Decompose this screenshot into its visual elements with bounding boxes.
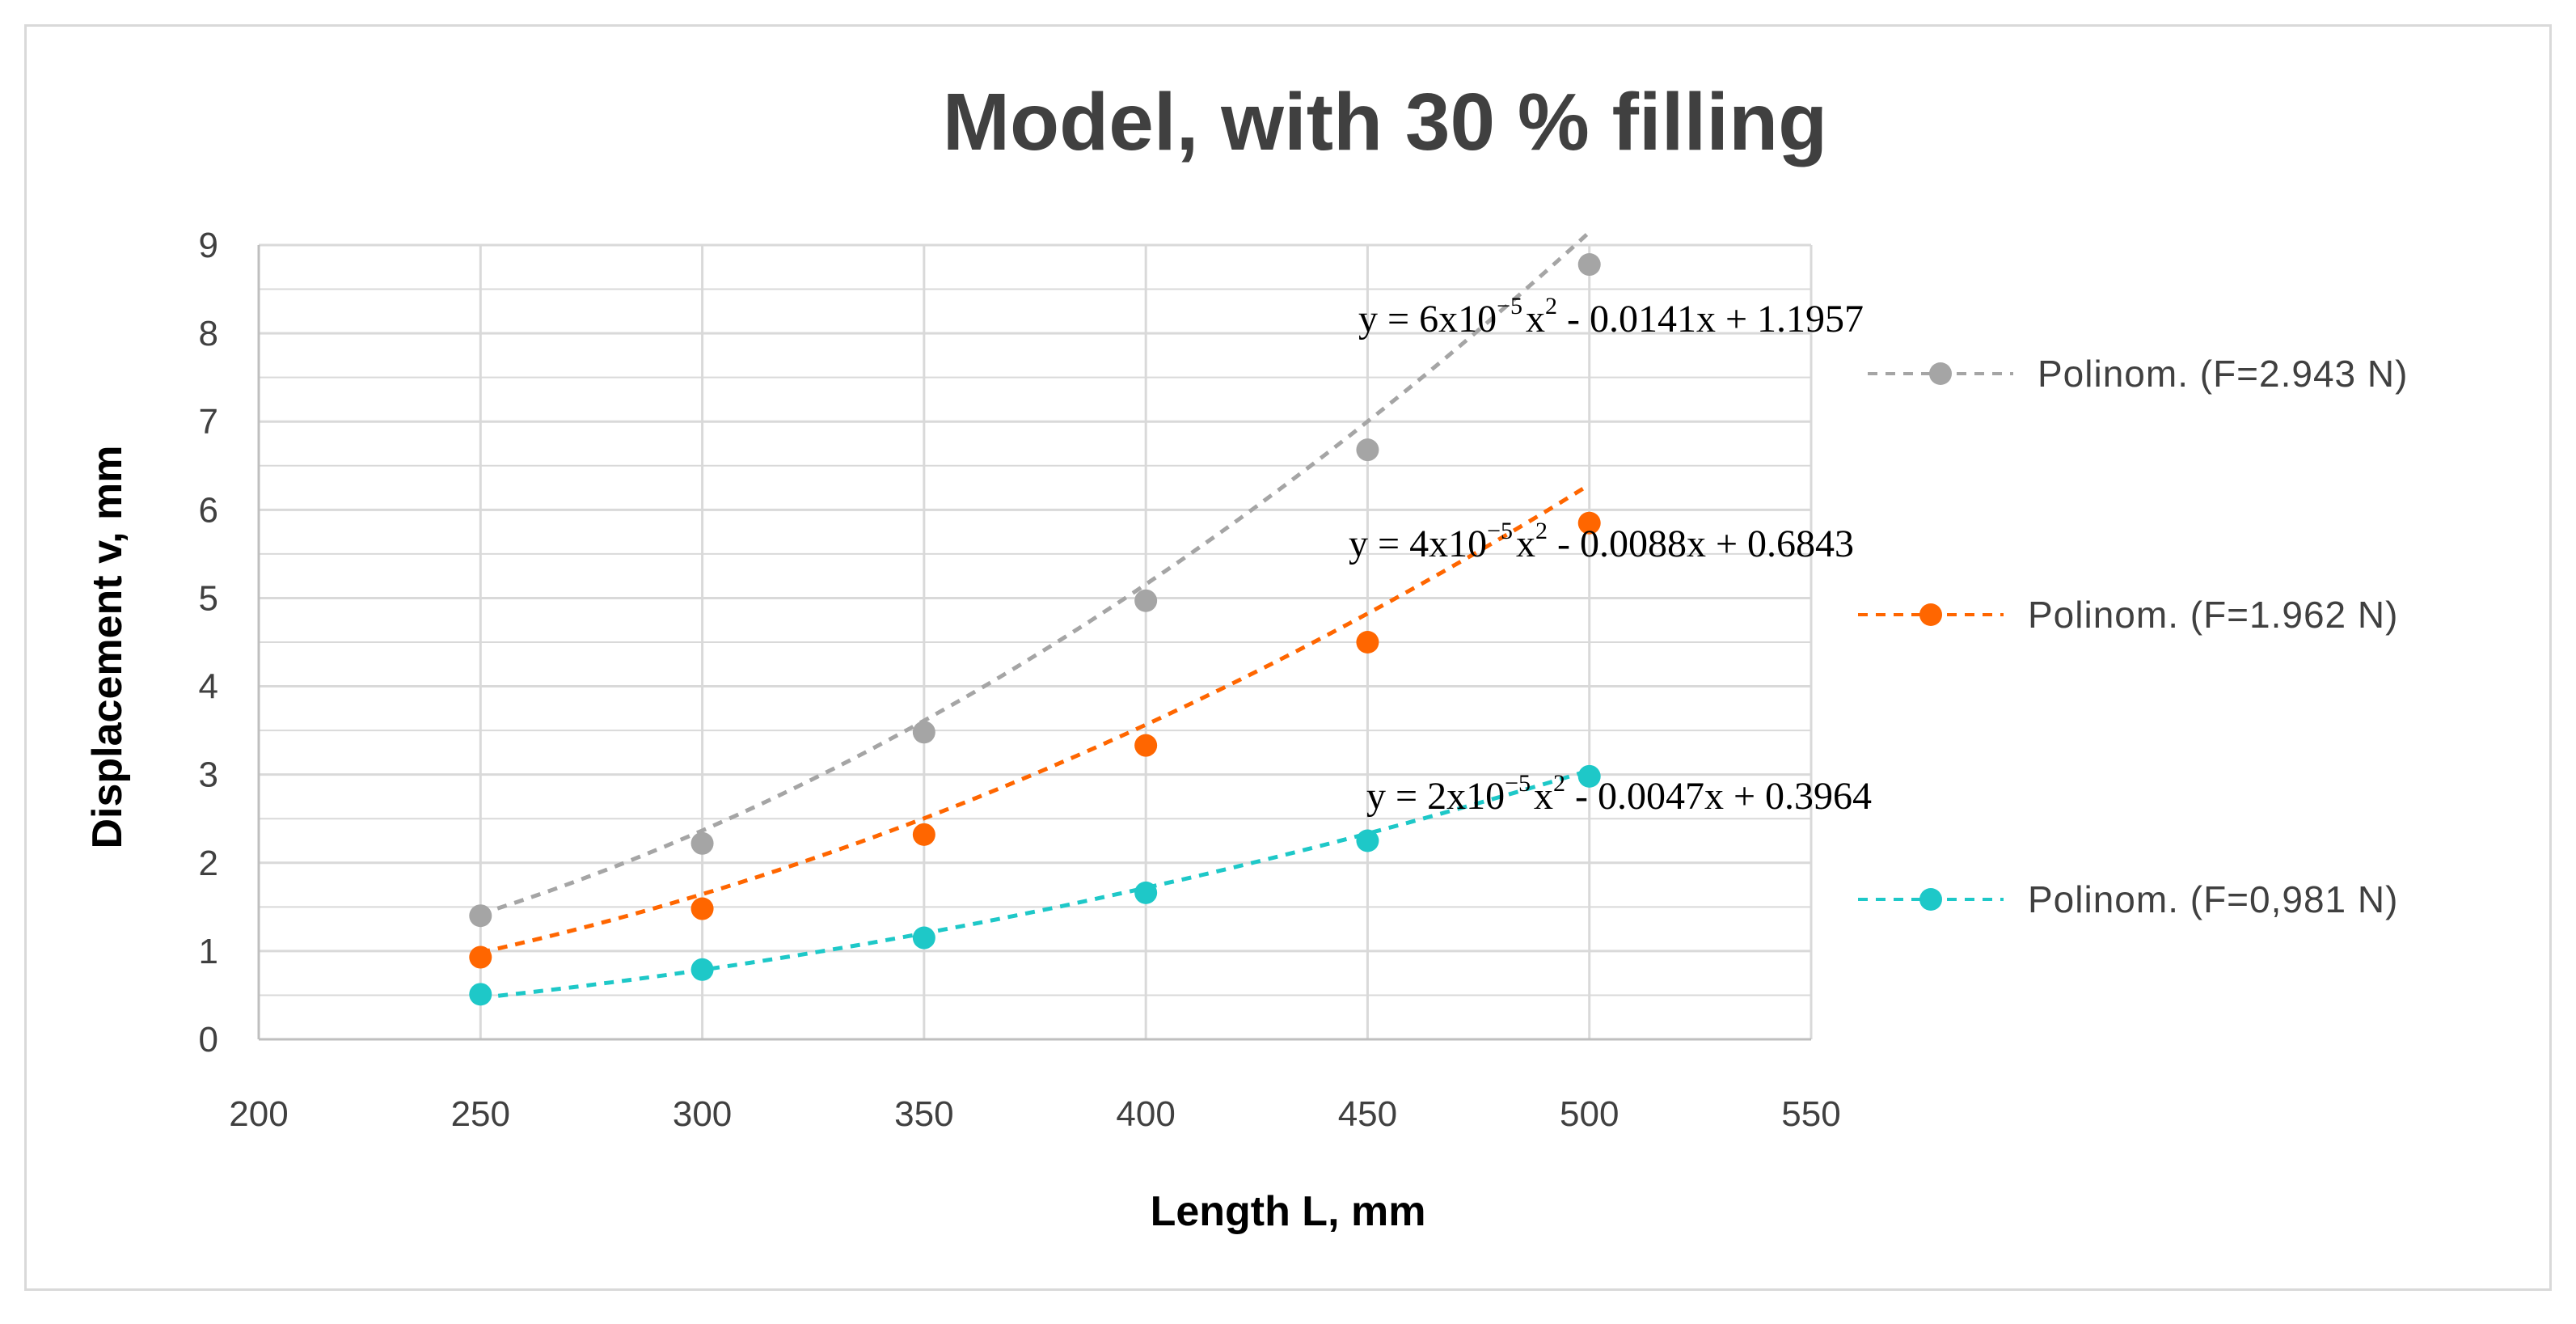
y-tick-label: 3	[199, 755, 218, 795]
y-tick-label: 0	[199, 1020, 218, 1060]
data-point	[1577, 253, 1601, 277]
legend-label: Polinom. (F=2.943 N)	[2038, 353, 2408, 395]
trendline	[479, 231, 1591, 916]
data-point	[469, 983, 492, 1006]
y-tick-label: 1	[199, 932, 218, 971]
data-point	[1134, 734, 1158, 757]
legend-label: Polinom. (F=1.962 N)	[2028, 594, 2398, 636]
y-axis-label: Displacement v, mm	[84, 445, 131, 848]
data-point	[1134, 881, 1158, 904]
data-point	[690, 897, 714, 920]
trendline	[480, 768, 1590, 1000]
trendline-equation: y = 4x10−5x2 - 0.0088x + 0.6843	[1349, 518, 1854, 565]
series-1	[469, 231, 1601, 928]
x-axis-label: Length L, mm	[1151, 1188, 1426, 1235]
y-tick-label: 6	[199, 490, 218, 530]
data-point	[469, 945, 492, 969]
x-tick-label: 300	[673, 1094, 732, 1134]
data-point	[1356, 438, 1379, 462]
y-tick-label: 4	[199, 667, 218, 707]
data-point	[1577, 511, 1601, 535]
legend: Polinom. (F=2.943 N) Polinom. (F=1.962 N)…	[1858, 353, 2408, 920]
data-point	[1356, 829, 1379, 852]
data-point	[690, 958, 714, 981]
x-tick-label: 350	[894, 1094, 953, 1134]
legend-item-2: Polinom. (F=1.962 N)	[1858, 594, 2398, 636]
x-tick-label: 550	[1781, 1094, 1840, 1134]
chart-title: Model, with 30 % filling	[943, 77, 1827, 167]
data-point	[1134, 589, 1158, 612]
trendline-equation: y = 6x10−5x2 - 0.0141x + 1.1957	[1358, 293, 1864, 341]
series-3	[469, 764, 1601, 1006]
data-point	[1577, 764, 1601, 788]
trendline-equations: y = 6x10−5x2 - 0.0141x + 1.1957 y = 4x10−…	[1349, 293, 1872, 818]
y-tick-label: 9	[199, 226, 218, 265]
x-tick-label: 200	[229, 1094, 288, 1134]
y-tick-label: 8	[199, 314, 218, 353]
axes	[257, 245, 1811, 1041]
legend-marker	[1929, 362, 1952, 385]
y-tick-label: 7	[199, 402, 218, 442]
x-tick-label: 500	[1560, 1094, 1619, 1134]
y-tick-label: 5	[199, 578, 218, 618]
data-point	[912, 823, 935, 846]
x-tick-labels: 200 250 300 350 400 450 500 550	[229, 1094, 1840, 1134]
data-point	[469, 904, 492, 928]
legend-item-1: Polinom. (F=2.943 N)	[1868, 353, 2408, 395]
legend-label: Polinom. (F=0,981 N)	[2028, 878, 2398, 920]
y-tick-label: 2	[199, 844, 218, 883]
series-group	[469, 231, 1601, 1006]
x-tick-label: 250	[451, 1094, 510, 1134]
series-2	[469, 483, 1601, 969]
legend-marker	[1919, 603, 1942, 626]
x-tick-label: 450	[1338, 1094, 1397, 1134]
data-point	[690, 831, 714, 855]
data-point	[912, 926, 935, 950]
data-point	[1356, 631, 1379, 654]
x-tick-label: 400	[1116, 1094, 1175, 1134]
y-tick-labels: 0 1 2 3 4 5 6 7 8 9	[199, 226, 218, 1060]
legend-marker	[1919, 888, 1942, 911]
gridlines	[257, 243, 1813, 1041]
legend-item-3: Polinom. (F=0,981 N)	[1858, 878, 2398, 920]
trendline-equation: y = 2x10−5x2 - 0.0047x + 0.3964	[1366, 770, 1872, 818]
data-point	[912, 721, 935, 744]
